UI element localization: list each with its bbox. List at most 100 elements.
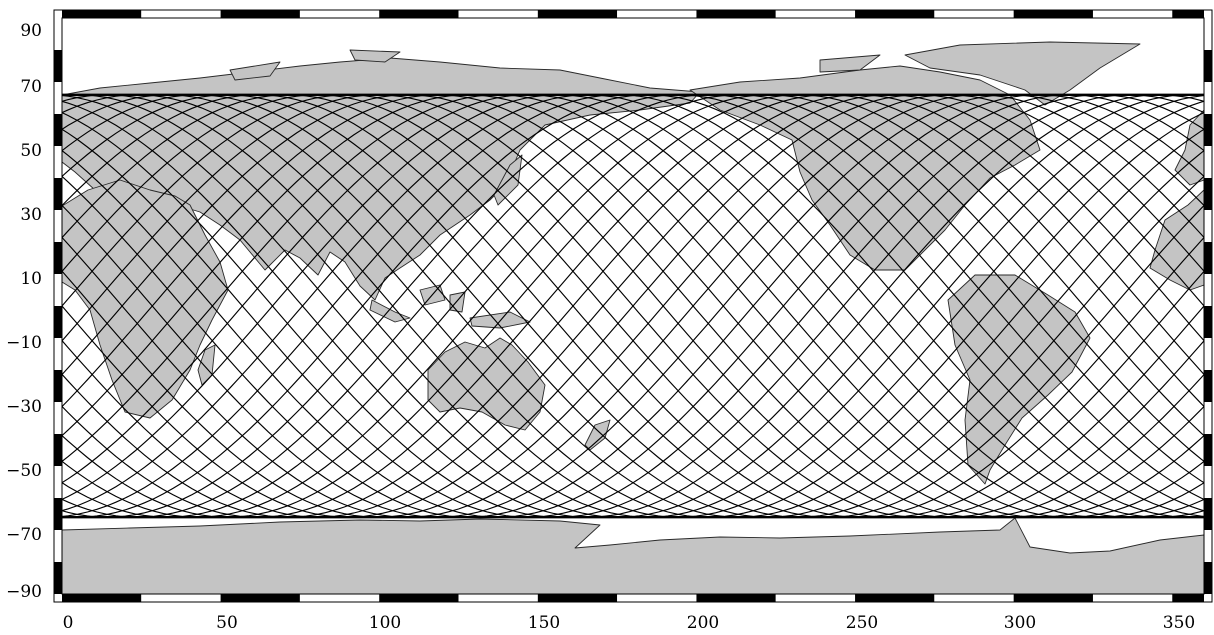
frame-segment-left [54,306,62,338]
y-tick-label: −70 [6,525,42,545]
ground-track [62,94,1204,518]
frame-segment-top [458,10,538,18]
ground-track [62,94,1204,518]
ground-track [62,94,1204,518]
frame-segment-left [54,466,62,498]
ground-track [62,94,1204,518]
y-tick-label: 10 [20,269,42,289]
frame-segment-right [1204,114,1212,146]
frame-segment-top [617,10,697,18]
frame-segment-bottom [1092,594,1173,602]
frame-segment-top [855,10,935,18]
y-tick-label: 90 [20,21,42,41]
frame-segment-left [54,242,62,274]
ground-track [62,94,1204,518]
ground-track [62,94,1204,518]
ground-track [62,94,1204,518]
arctic-islands-landmass [229,49,881,81]
inclination-bounds [62,93,1204,519]
landmasses [62,41,1204,594]
frame-segment-top [141,10,221,18]
frame-segment-bottom [934,594,1014,602]
ground-track [62,94,1204,518]
ground-track [62,94,1204,518]
ground-track [62,94,1204,518]
frame-segment-left [54,82,62,114]
frame-segment-top [1172,10,1204,18]
frame-segment-bottom [299,594,380,602]
frame-segment-left [54,50,62,82]
frame-segment-bottom [220,594,300,602]
ground-track [62,94,1204,518]
frame-segment-left [54,178,62,210]
frame-outline [53,9,1213,603]
ground-track [62,94,1204,518]
frame-segment-left [54,498,62,530]
x-tick-label: 300 [1004,613,1036,633]
frame-segment-left [54,338,62,370]
frame-segment-top [62,10,142,18]
ground-track [62,94,1204,518]
frame-segment-top [220,10,300,18]
x-tick-label: 100 [369,613,401,633]
frame-segment-top [696,10,776,18]
y-tick-label: −50 [6,461,42,481]
ground-track [62,94,1204,518]
ground-track [62,94,1204,518]
ground-track [62,94,1204,518]
frame-segment-left [54,114,62,146]
europe-wrap-landmass [1174,109,1204,186]
ground-track [62,94,1204,518]
frame-segment-bottom [62,594,142,602]
y-tick-label: 50 [20,141,42,161]
y-tick-label: 30 [20,205,42,225]
frame-segment-bottom [1172,594,1204,602]
indonesia-landmass [369,284,531,329]
frame-segment-top [379,10,459,18]
frame-segment-bottom [458,594,538,602]
ground-track [62,94,1204,518]
frame-segment-top [934,10,1014,18]
y-tick-label: −90 [6,582,42,602]
ground-track [62,94,1204,518]
frame-segment-bottom [1013,594,1093,602]
plot-border [61,17,1205,595]
frame-segment-bottom [617,594,697,602]
frame-segment-left [54,18,62,50]
antarctica-landmass [62,517,1204,594]
x-tick-labels: 0 50 100 150 200 250 300 350 [63,613,1196,633]
ground-track [62,94,1204,518]
frame-segment-bottom [775,594,856,602]
frame-segment-right [1204,370,1212,402]
x-tick-label: 0 [63,613,74,633]
frame-segment-right [1204,274,1212,306]
frame-segment-right [1204,50,1212,82]
y-tick-labels: 90 70 50 30 10 −10 −30 −50 −70 −90 [6,21,42,602]
ground-track [62,94,1204,518]
frame-segment-left [54,434,62,466]
frame-segment-right [1204,178,1212,210]
frame-segment-right [1204,530,1212,562]
frame-segment-right [1204,306,1212,338]
frame-segment-left [54,370,62,402]
ground-track [62,94,1204,518]
frame-segment-bottom [141,594,221,602]
ground-track [62,94,1204,518]
frame-segment-bottom [379,594,459,602]
ground-track [62,94,1204,518]
ground-track [62,94,1204,518]
greenland-landmass [904,41,1141,106]
ground-track [62,94,1204,518]
ground-track [62,94,1204,518]
frame-segment-bottom [855,594,935,602]
frame-segment-right [1204,402,1212,434]
frame-segment-left [54,146,62,178]
ground-track [62,94,1204,518]
frame-segment-right [1204,210,1212,242]
ground-track [62,94,1204,518]
ground-track [62,94,1204,518]
frame-segment-bottom [696,594,776,602]
frame-segment-left [54,562,62,594]
frame-segment-right [1204,146,1212,178]
y-tick-label: −30 [6,397,42,417]
